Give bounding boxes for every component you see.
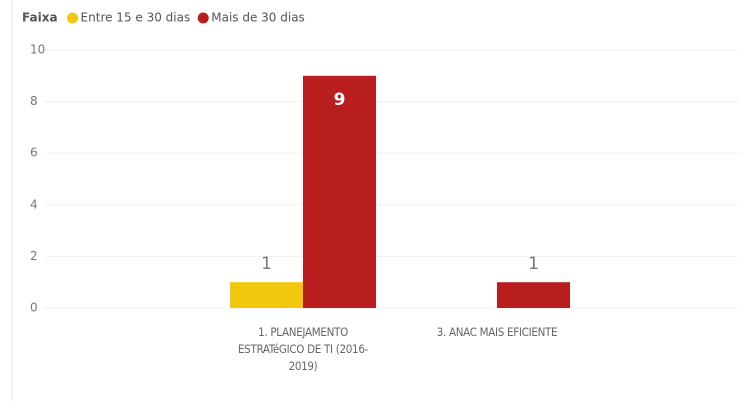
data-label: 1 (528, 254, 539, 274)
data-label: 9 (334, 90, 346, 110)
legend-label: Mais de 30 dias (211, 11, 305, 25)
legend-marker (197, 12, 209, 24)
y-tick-label: 6 (30, 146, 38, 160)
legend-title: Faixa (22, 11, 58, 25)
y-tick-label: 0 (30, 301, 38, 315)
y-tick-label: 10 (30, 43, 45, 57)
x-tick-label: 3. ANAC MAIS EFICIENTE (436, 325, 558, 339)
x-tick-label: 1. PLANEJAMENTO ESTRATéGICO DE TI (2016-… (237, 325, 369, 373)
y-tick-label: 8 (30, 94, 38, 108)
data-label: 1 (261, 254, 272, 274)
bar (497, 282, 570, 308)
legend-marker (67, 12, 79, 24)
bar (303, 75, 376, 308)
bar (230, 282, 303, 308)
legend-label: Entre 15 e 30 dias (81, 11, 191, 25)
y-tick-label: 2 (30, 249, 38, 263)
y-tick-label: 4 (30, 197, 38, 211)
